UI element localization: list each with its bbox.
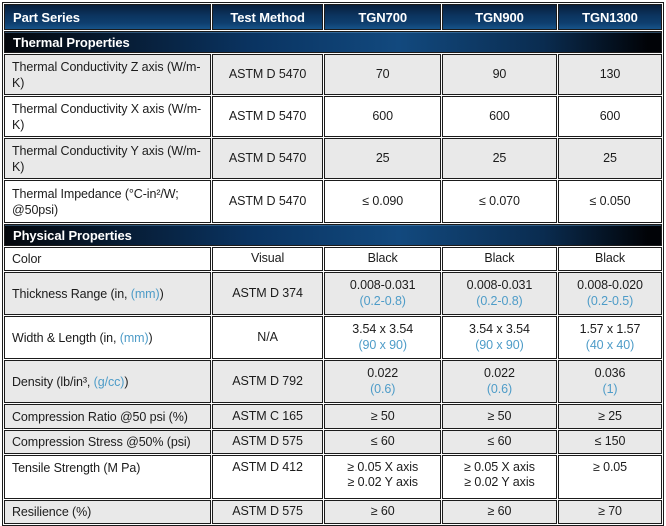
- metric-value: (0.2-0.5): [586, 293, 634, 308]
- test-method-cell: ASTM D 374: [211, 272, 324, 315]
- test-method-cell: ASTM D 5470: [211, 96, 324, 137]
- value-cell: 600: [557, 96, 662, 137]
- value-cell: 3.54 x 3.54 (90 x 90): [324, 316, 441, 359]
- metric-value: (0.2-0.8): [359, 293, 406, 308]
- table-row: Thermal Conductivity Y axis (W/m-K) ASTM…: [4, 138, 662, 179]
- property-label: Thermal Conductivity X axis (W/m-K): [4, 96, 211, 137]
- value-cell: 25: [441, 138, 557, 179]
- value-cell: ≥ 60: [441, 500, 557, 524]
- section-header-physical: Physical Properties: [4, 224, 662, 246]
- value-cell: Black: [324, 247, 441, 271]
- table-row: Color Visual Black Black Black: [4, 247, 662, 271]
- value-cell: Black: [441, 247, 557, 271]
- value-cell: ≥ 0.05 X axis ≥ 0.02 Y axis: [441, 455, 557, 499]
- test-method-cell: ASTM C 165: [211, 404, 324, 429]
- test-method-cell: ASTM D 5470: [211, 138, 324, 179]
- value-cell: ≥ 60: [324, 500, 441, 524]
- table-row: Thermal Conductivity Z axis (W/m-K) ASTM…: [4, 54, 662, 95]
- table-row: Density (lb/in³, (g/cc)) ASTM D 792 0.02…: [4, 360, 662, 403]
- metric-unit-label: (mm): [130, 286, 160, 301]
- value-cell: 70: [324, 54, 441, 95]
- table-row: Thermal Impedance (°C-in²/W; @50psi) AST…: [4, 180, 662, 223]
- test-method-cell: ASTM D 575: [211, 500, 324, 524]
- metric-value: (90 x 90): [475, 337, 524, 352]
- value-cell: 3.54 x 3.54 (90 x 90): [441, 316, 557, 359]
- value-cell: 25: [324, 138, 441, 179]
- value-cell: 0.036 (1): [557, 360, 662, 403]
- table-row: Compression Ratio @50 psi (%) ASTM C 165…: [4, 404, 662, 429]
- value-cell: Black: [557, 247, 662, 271]
- value-cell: ≤ 0.050: [557, 180, 662, 223]
- value-cell: ≥ 25: [557, 404, 662, 429]
- section-title: Physical Properties: [4, 224, 662, 246]
- metric-value: (1): [602, 381, 618, 396]
- table-row: Resilience (%) ASTM D 575 ≥ 60 ≥ 60 ≥ 70: [4, 500, 662, 524]
- column-header-tgn1300: TGN1300: [557, 4, 662, 30]
- value-cell: ≥ 50: [441, 404, 557, 429]
- metric-value: (40 x 40): [585, 337, 635, 352]
- value-cell: ≥ 0.05 X axis ≥ 0.02 Y axis: [324, 455, 441, 499]
- test-method-cell: ASTM D 575: [211, 430, 324, 454]
- value-cell: 25: [557, 138, 662, 179]
- table-row: Width & Length (in, (mm)) N/A 3.54 x 3.5…: [4, 316, 662, 359]
- value-cell: 0.008-0.020 (0.2-0.5): [557, 272, 662, 315]
- table-row: Thermal Conductivity X axis (W/m-K) ASTM…: [4, 96, 662, 137]
- test-method-cell: ASTM D 5470: [211, 54, 324, 95]
- value-cell: ≤ 60: [441, 430, 557, 454]
- property-label: Tensile Strength (M Pa): [4, 455, 211, 499]
- value-cell: 600: [441, 96, 557, 137]
- test-method-cell: ASTM D 5470: [211, 180, 324, 223]
- column-header-tgn700: TGN700: [324, 4, 441, 30]
- property-label: Thickness Range (in, (mm)): [4, 272, 211, 315]
- value-cell: ≥ 70: [557, 500, 662, 524]
- value-cell: ≤ 0.090: [324, 180, 441, 223]
- test-method-cell: N/A: [211, 316, 324, 359]
- value-cell: 0.022 (0.6): [324, 360, 441, 403]
- section-header-thermal: Thermal Properties: [4, 31, 662, 53]
- column-header-part-series: Part Series: [4, 4, 211, 30]
- metric-value: (90 x 90): [358, 337, 407, 352]
- axis-value: ≥ 0.02 Y axis: [347, 475, 418, 490]
- column-header-tgn900: TGN900: [441, 4, 557, 30]
- property-label: Thermal Conductivity Z axis (W/m-K): [4, 54, 211, 95]
- value-cell: 0.022 (0.6): [441, 360, 557, 403]
- metric-unit-label: (g/cc): [93, 374, 125, 389]
- property-label: Resilience (%): [4, 500, 211, 524]
- value-cell: ≤ 0.070: [441, 180, 557, 223]
- table-row: Compression Stress @50% (psi) ASTM D 575…: [4, 430, 662, 454]
- column-header-test-method: Test Method: [211, 4, 324, 30]
- metric-unit-label: (mm): [119, 330, 149, 345]
- value-cell: ≥ 0.05: [557, 455, 662, 499]
- value-cell: ≤ 150: [557, 430, 662, 454]
- value-cell: 600: [324, 96, 441, 137]
- test-method-cell: Visual: [211, 247, 324, 271]
- property-label: Density (lb/in³, (g/cc)): [4, 360, 211, 403]
- value-cell: 0.008-0.031 (0.2-0.8): [324, 272, 441, 315]
- property-label: Thermal Impedance (°C-in²/W; @50psi): [4, 180, 211, 223]
- value-cell: 130: [557, 54, 662, 95]
- metric-value: (0.2-0.8): [476, 293, 523, 308]
- value-cell: ≥ 50: [324, 404, 441, 429]
- value-cell: ≤ 60: [324, 430, 441, 454]
- property-label: Compression Stress @50% (psi): [4, 430, 211, 454]
- axis-value: ≥ 0.02 Y axis: [464, 475, 535, 490]
- value-cell: 1.57 x 1.57 (40 x 40): [557, 316, 662, 359]
- property-label: Thermal Conductivity Y axis (W/m-K): [4, 138, 211, 179]
- table-row: Tensile Strength (M Pa) ASTM D 412 ≥ 0.0…: [4, 455, 662, 499]
- metric-value: (0.6): [370, 381, 396, 396]
- property-label: Width & Length (in, (mm)): [4, 316, 211, 359]
- test-method-cell: ASTM D 792: [211, 360, 324, 403]
- table-row: Thickness Range (in, (mm)) ASTM D 374 0.…: [4, 272, 662, 315]
- value-cell: 90: [441, 54, 557, 95]
- table-header-row: Part Series Test Method TGN700 TGN900 TG…: [4, 4, 662, 30]
- value-cell: 0.008-0.031 (0.2-0.8): [441, 272, 557, 315]
- property-label: Compression Ratio @50 psi (%): [4, 404, 211, 429]
- metric-value: (0.6): [486, 381, 513, 396]
- property-label: Color: [4, 247, 211, 271]
- test-method-cell: ASTM D 412: [211, 455, 324, 499]
- section-title: Thermal Properties: [4, 31, 662, 53]
